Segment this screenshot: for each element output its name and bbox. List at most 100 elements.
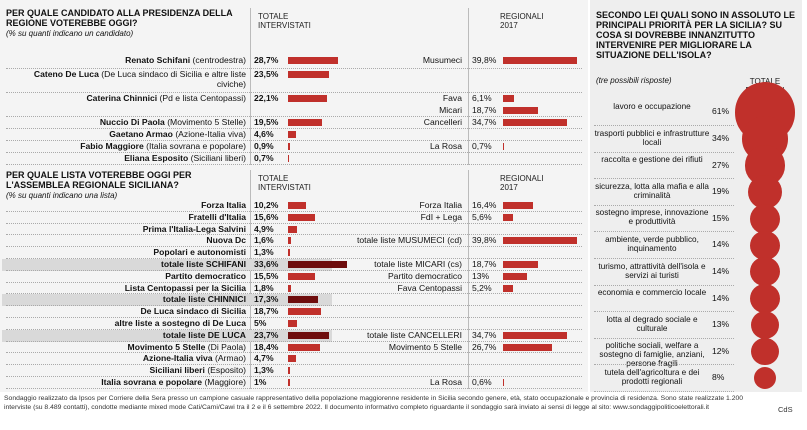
- value-label: 33,6%: [254, 259, 279, 269]
- bubble: [750, 311, 780, 340]
- row-label-2017: Fava: [442, 93, 462, 103]
- bar: [288, 202, 306, 209]
- row-line: [594, 125, 734, 126]
- value-label: 1,3%: [254, 247, 274, 258]
- value-label: 23,7%: [254, 329, 279, 340]
- row-line: [6, 376, 582, 377]
- row-label: Caterina Chinnici (Pd e lista Centopassi…: [6, 93, 246, 104]
- bar: [288, 143, 290, 150]
- row-label: Siciliani liberi (Esposito): [6, 365, 246, 376]
- column-header: REGIONALI 2017: [500, 174, 544, 192]
- value-label: 18,7%: [254, 306, 279, 317]
- row-name: Gaetano Armao: [109, 129, 173, 139]
- row-line: [6, 340, 582, 342]
- row-label-2017: Musumeci: [422, 55, 462, 65]
- row-detail: (Di Paola): [207, 341, 246, 352]
- priority-value: 34%: [712, 132, 730, 143]
- bar-2017: [503, 237, 577, 245]
- value-label: 18,4%: [254, 341, 279, 352]
- row-name: Fabio Maggiore: [80, 141, 144, 151]
- value-label: 28,7%: [254, 55, 279, 65]
- row-line: [594, 151, 734, 153]
- row-name: Italia sovrana e popolare: [101, 377, 203, 387]
- row-line: [6, 281, 582, 283]
- bar: [288, 261, 347, 268]
- bar-2017: [503, 272, 528, 280]
- footer-note: Sondaggio realizzato da Ipsos per Corrie…: [4, 395, 744, 411]
- row-line: [6, 152, 582, 153]
- row-line: [6, 305, 582, 307]
- bar-2017: [503, 95, 515, 102]
- row-detail: (centrodestra): [192, 55, 247, 65]
- bar: [288, 367, 291, 375]
- row-label: totale liste DE LUCA: [6, 330, 246, 341]
- value-label-2017: 34,7%: [472, 329, 497, 340]
- value-label: 19,5%: [254, 117, 279, 127]
- bubble: [750, 283, 780, 314]
- value-label-2017: 0,7%: [472, 141, 492, 151]
- row-label: Forza Italia: [6, 200, 246, 211]
- bar-2017: [503, 119, 568, 126]
- value-label: 1,8%: [254, 282, 274, 293]
- value-label-2017: 18,7%: [472, 105, 497, 115]
- value-label: 17,3%: [254, 294, 279, 305]
- divider: [468, 8, 469, 165]
- row-line: [6, 92, 582, 93]
- value-label: 4,7%: [254, 353, 274, 364]
- row-label: Eliana Esposito (Siciliani liberi): [6, 153, 246, 164]
- bubble: [750, 230, 780, 260]
- value-label: 4,9%: [254, 223, 274, 234]
- bar-2017: [503, 343, 553, 351]
- row-name: Nuccio Di Paola: [99, 117, 165, 127]
- value-label-2017: 26,7%: [472, 341, 497, 352]
- row-line: [594, 204, 734, 206]
- bar: [288, 320, 297, 327]
- row-line: [6, 258, 582, 259]
- row-name: Cateno De Luca: [33, 69, 99, 79]
- bar: [288, 343, 321, 351]
- bar-2017: [503, 213, 514, 221]
- bar: [288, 355, 297, 363]
- priority-label: politiche sociali, welfare a sostegno di…: [599, 341, 705, 369]
- value-label-2017: 13%: [472, 270, 490, 281]
- row-line: [594, 284, 734, 286]
- row-label-2017: Micari: [439, 105, 462, 115]
- row-label: Gaetano Armao (Azione-Italia viva): [6, 129, 246, 140]
- divider: [468, 170, 469, 389]
- row-line: [594, 258, 734, 259]
- row-label: altre liste a sostegno di De Luca: [6, 318, 246, 329]
- value-label: 23,5%: [254, 69, 279, 79]
- total-row-bg: [2, 259, 332, 271]
- value-label: 5%: [254, 318, 267, 328]
- row-label: totale liste SCHIFANI: [6, 259, 246, 270]
- row-line: [6, 293, 582, 295]
- bar: [288, 57, 339, 64]
- value-label: 4,6%: [254, 129, 274, 139]
- row-label: totale liste CHINNICI: [6, 295, 246, 305]
- priority-value: 61%: [712, 106, 730, 117]
- row-label: Italia sovrana e popolare (Maggiore): [6, 377, 246, 388]
- row-line: [594, 231, 734, 233]
- priority-label: turismo, attrattività dell'isola e servi…: [598, 261, 706, 280]
- row-name: Caterina Chinnici: [86, 93, 158, 103]
- row-line: [6, 387, 582, 389]
- row-label-2017: La Rosa: [429, 377, 462, 387]
- priority-label: sostegno imprese, innovazione e produtti…: [595, 208, 709, 227]
- value-label-2017: 6,1%: [472, 93, 492, 103]
- row-label: Prima l'Italia-Lega Salvini: [6, 224, 246, 235]
- value-label: 0,7%: [254, 153, 274, 163]
- row-label: Cateno De Luca (De Luca sindaco di Sicil…: [6, 69, 246, 89]
- total-row-bg: [2, 294, 332, 307]
- priority-value: 27%: [712, 159, 730, 170]
- bar-2017: [503, 261, 538, 268]
- priority-value: 19%: [712, 186, 730, 197]
- row-name: Fratelli d'Italia: [188, 211, 246, 222]
- bubble: [750, 257, 780, 287]
- priority-label: raccolta e gestione dei rifiuti: [601, 155, 703, 165]
- priority-value: 13%: [712, 319, 730, 330]
- priority-label: ambiente, verde pubblico, inquinamento: [605, 235, 699, 253]
- priority-value: 12%: [712, 345, 730, 356]
- section-title: SECONDO LEI QUALI SONO IN ASSOLUTO LE PR…: [596, 10, 796, 60]
- bar: [288, 119, 323, 126]
- priority-label: trasporti pubblici e infrastrutture loca…: [594, 128, 710, 147]
